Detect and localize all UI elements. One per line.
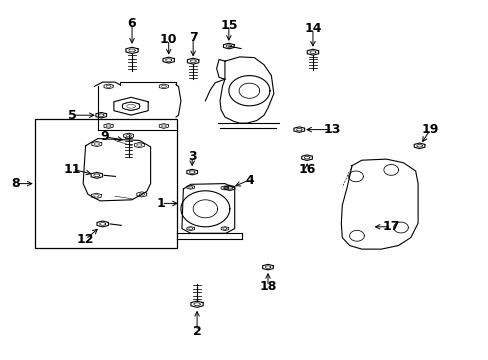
Text: 3: 3 [187, 150, 196, 163]
Text: 13: 13 [323, 123, 341, 136]
Text: 4: 4 [244, 174, 253, 186]
Text: 12: 12 [77, 233, 94, 246]
Text: 1: 1 [157, 197, 165, 210]
Text: 5: 5 [68, 109, 77, 122]
Text: 18: 18 [259, 280, 276, 293]
Text: 16: 16 [298, 163, 315, 176]
Text: 11: 11 [63, 163, 81, 176]
Text: 7: 7 [188, 31, 197, 44]
Text: 8: 8 [11, 177, 20, 190]
Bar [35, 119, 177, 248]
Text: 15: 15 [220, 19, 237, 32]
Text: 6: 6 [127, 17, 136, 30]
Text: 2: 2 [192, 325, 201, 338]
Text: 9: 9 [101, 130, 109, 143]
Text: 14: 14 [304, 22, 321, 35]
Text: 10: 10 [160, 33, 177, 46]
Text: 17: 17 [382, 220, 399, 233]
Text: 19: 19 [421, 123, 438, 136]
